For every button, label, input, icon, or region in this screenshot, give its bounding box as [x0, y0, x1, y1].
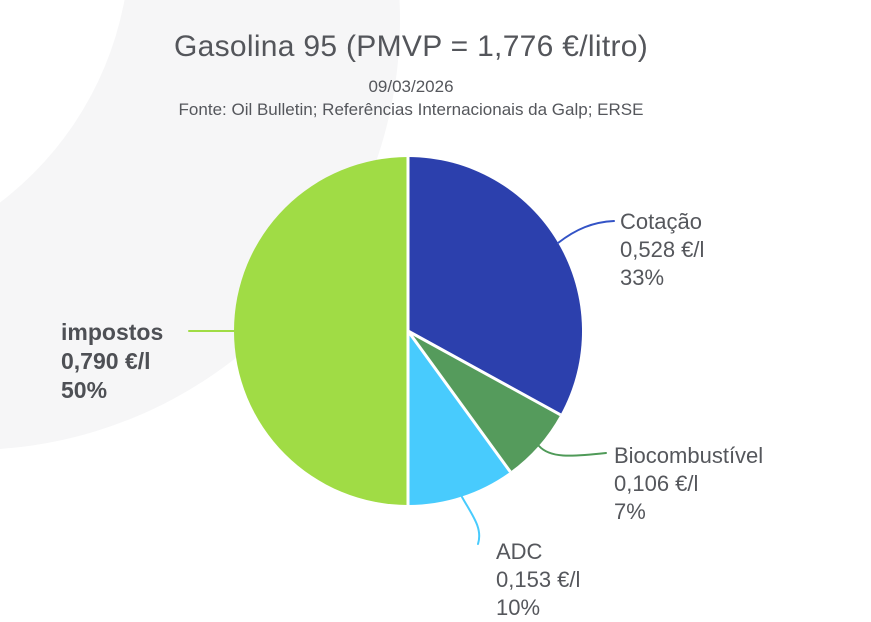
- pie-slice-adc: [408, 331, 511, 506]
- pie-label-biocombustivel-name: Biocombustível: [614, 443, 764, 468]
- pie-label-impostos: impostos 0,790 €/l 50%: [61, 318, 163, 405]
- pie-label-impostos-percent: 50%: [61, 377, 108, 403]
- pie-label-impostos-name: impostos: [61, 319, 164, 345]
- pie-slice-separator: [407, 329, 562, 417]
- leader-line-adc: [461, 496, 481, 545]
- leader-line-cotacao: [557, 220, 615, 244]
- leader-line-biocombustivel: [538, 445, 607, 457]
- pie-label-cotacao-value: 0,528 €/l: [620, 237, 705, 262]
- pie-label-adc-name: ADC: [496, 539, 543, 564]
- pie-label-biocombustivel-percent: 7%: [614, 499, 646, 524]
- pie-label-cotacao-name: Cotação: [620, 209, 702, 234]
- chart-date: 09/03/2026: [368, 77, 454, 96]
- chart-title: Gasolina 95 (PMVP = 1,776 €/litro): [173, 30, 649, 63]
- pie-label-biocombustivel: Biocombustível 0,106 €/l 7%: [614, 442, 763, 526]
- pie-label-cotacao-percent: 33%: [620, 265, 665, 290]
- pie-slice-cotacao: [408, 157, 583, 415]
- pie-slice-impostos: [234, 157, 408, 505]
- pie-label-adc-value: 0,153 €/l: [496, 567, 581, 592]
- pie-label-adc: ADC 0,153 €/l 10%: [496, 538, 580, 622]
- pie-slice-biocombustivel: [408, 331, 561, 472]
- pie-label-cotacao: Cotação 0,528 €/l 33%: [620, 208, 704, 292]
- chart-header: Gasolina 95 (PMVP = 1,776 €/litro) 09/03…: [0, 30, 822, 120]
- chart-source: Fonte: Oil Bulletin; Referências Interna…: [178, 100, 644, 119]
- pie-label-impostos-value: 0,790 €/l: [61, 348, 151, 374]
- pie-label-adc-percent: 10%: [496, 595, 541, 620]
- pie-slice-separator: [406, 330, 512, 473]
- pie-label-biocombustivel-value: 0,106 €/l: [614, 471, 699, 496]
